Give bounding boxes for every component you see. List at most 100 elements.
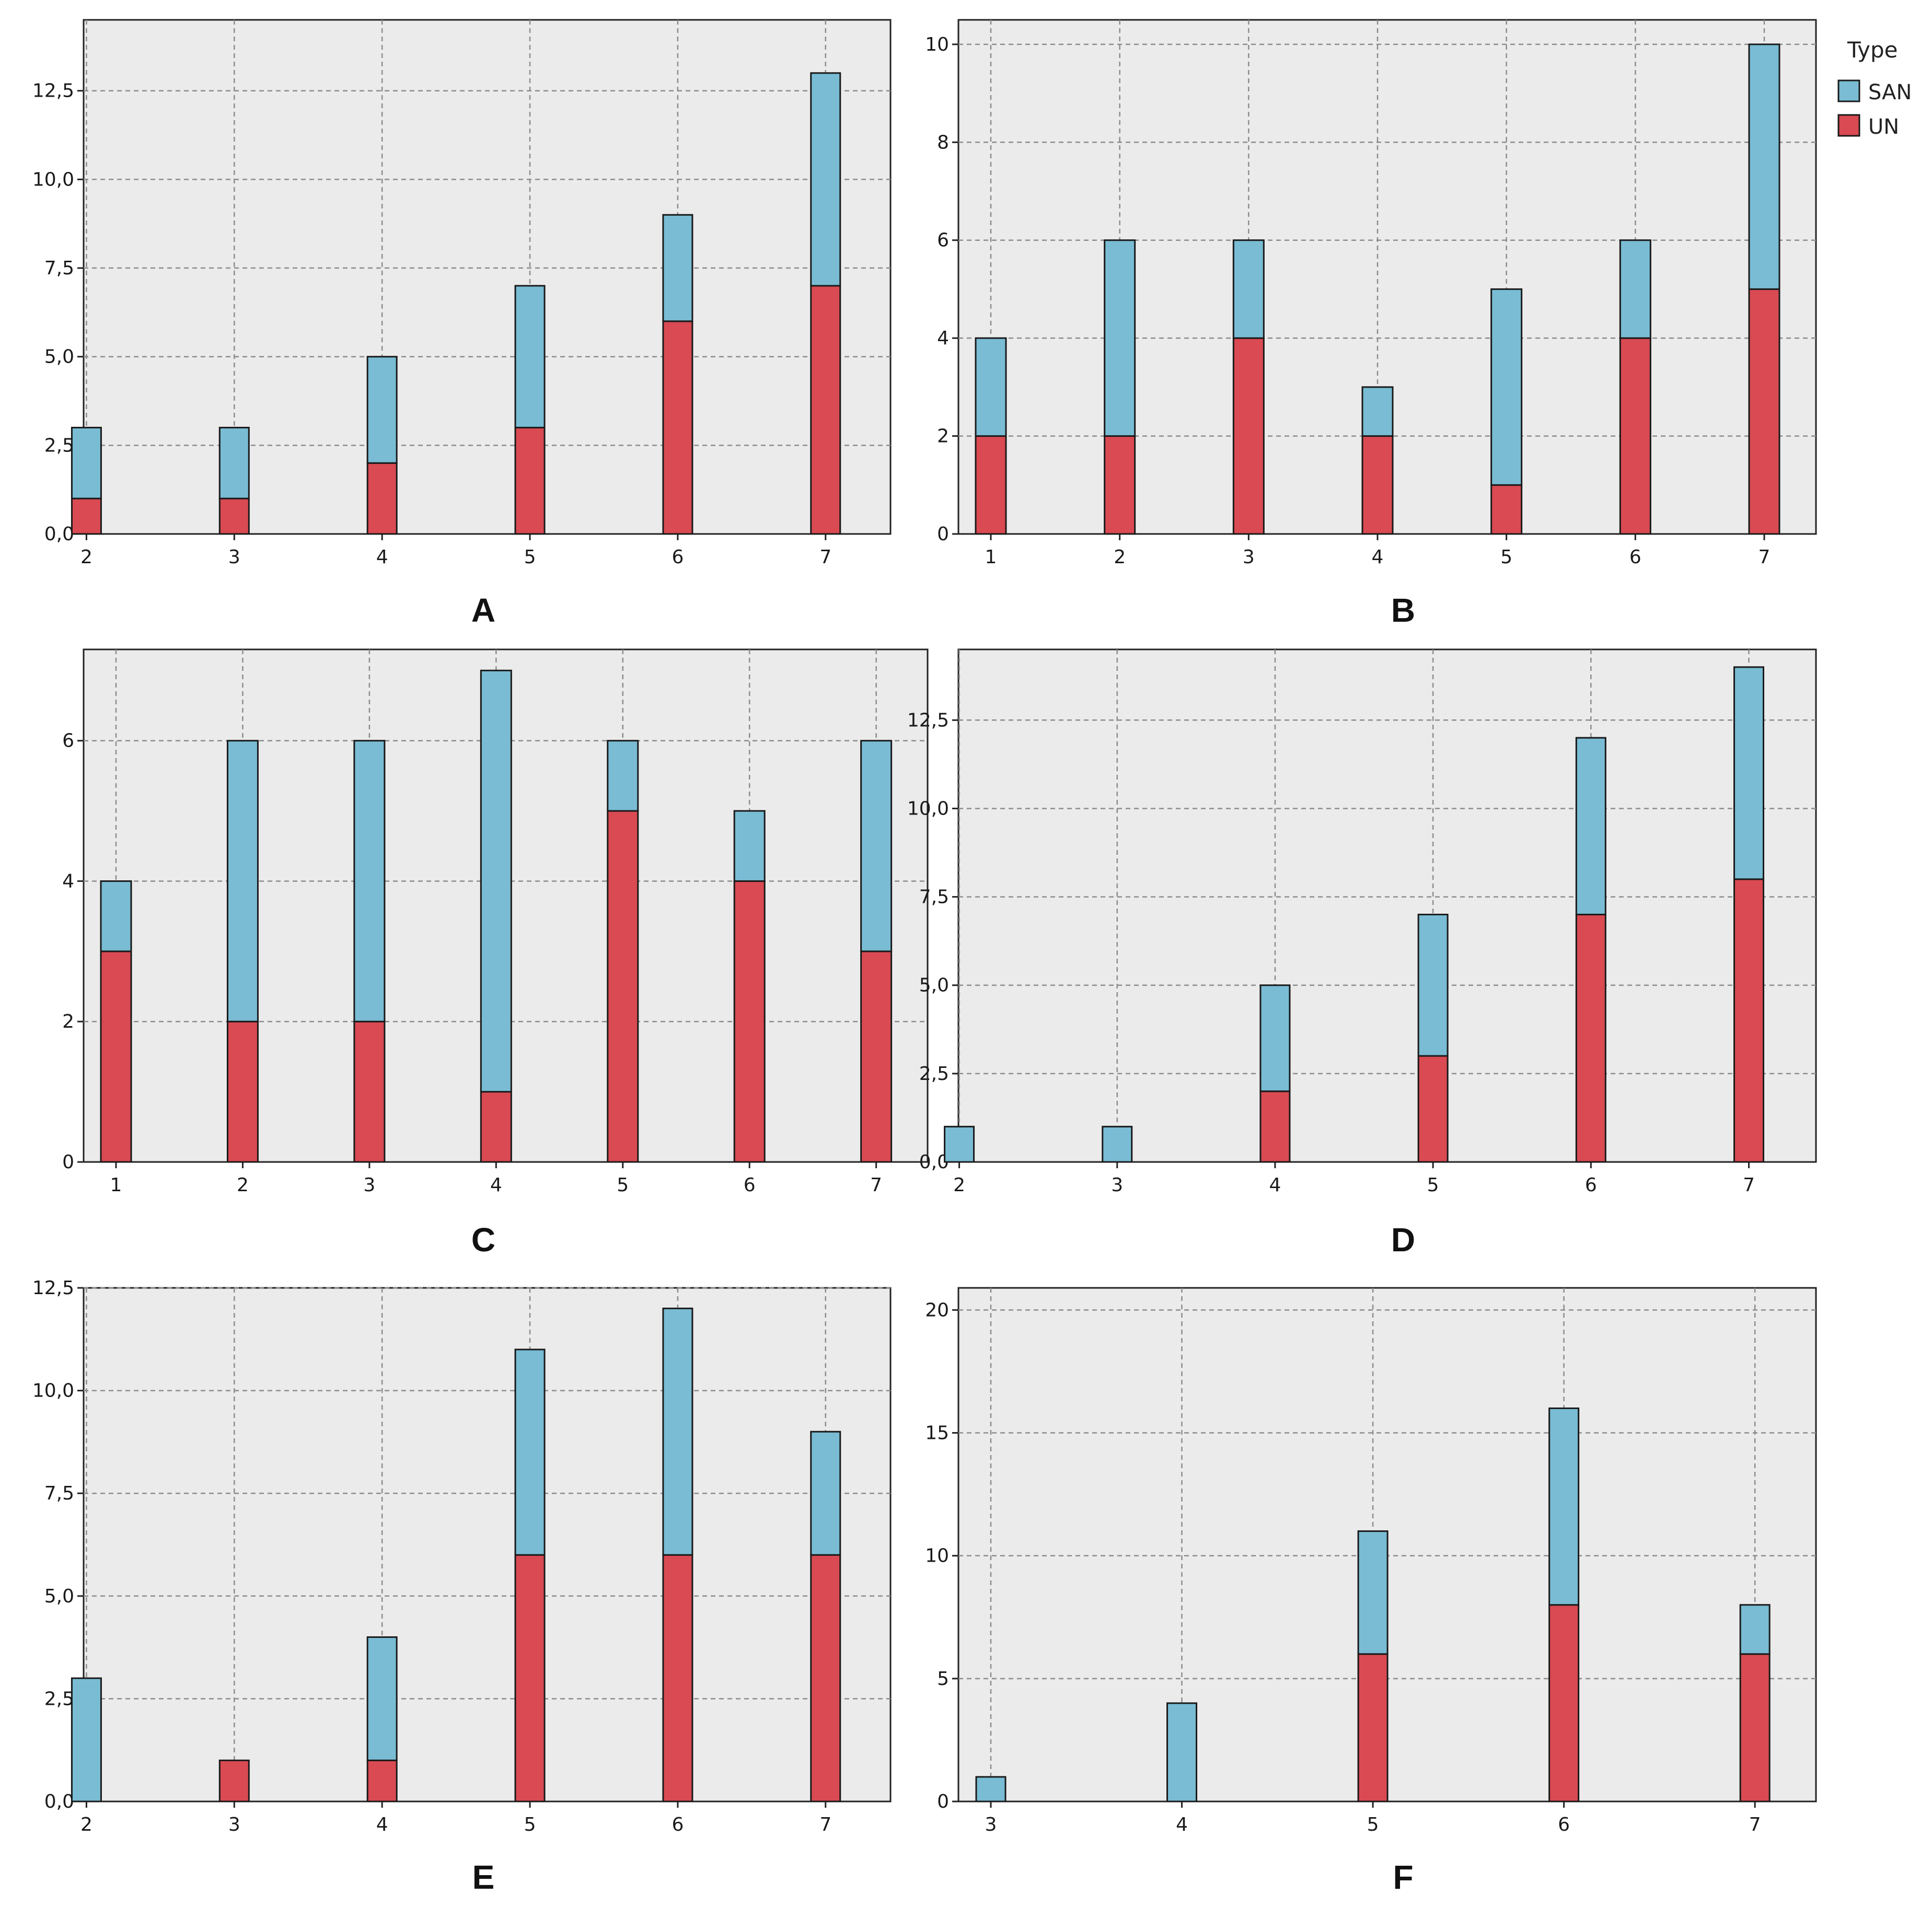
x-tick-label: 4 xyxy=(376,546,388,568)
x-tick-label: 4 xyxy=(1269,1175,1281,1196)
x-tick-label: 5 xyxy=(617,1175,629,1196)
bar-un-6 xyxy=(662,1554,693,1803)
panel-label: E xyxy=(472,1858,495,1896)
bar-un-6 xyxy=(1619,337,1651,535)
x-tick-label: 4 xyxy=(1176,1814,1188,1835)
y-tick-label: 0 xyxy=(937,1791,949,1812)
bar-san-7 xyxy=(1733,666,1765,880)
x-tick-label: 7 xyxy=(1749,1814,1761,1835)
x-tick-label: 6 xyxy=(1558,1814,1570,1835)
bar-un-7 xyxy=(810,285,841,535)
x-tick-label: 3 xyxy=(985,1814,997,1835)
panel-label: C xyxy=(471,1221,495,1259)
y-tick-label: 10 xyxy=(925,1545,949,1567)
x-tick-label: 6 xyxy=(1585,1175,1597,1196)
bar-un-4 xyxy=(366,462,398,535)
bar-un-7 xyxy=(810,1554,841,1803)
x-tick-label: 5 xyxy=(1427,1175,1439,1196)
y-tick-label: 10 xyxy=(925,34,949,55)
bar-un-5 xyxy=(514,426,546,535)
x-tick-label: 7 xyxy=(1759,546,1771,568)
x-tick-label: 2 xyxy=(953,1175,965,1196)
x-tick-label: 6 xyxy=(672,546,684,568)
bar-san-2 xyxy=(944,1125,975,1163)
bar-san-5 xyxy=(607,740,639,812)
legend-label-san: SAN xyxy=(1868,80,1912,104)
legend-swatch-un xyxy=(1837,114,1860,137)
bar-san-5 xyxy=(1357,1530,1389,1655)
y-tick-label: 0 xyxy=(62,1152,74,1173)
bar-un-3 xyxy=(1232,337,1265,535)
bar-san-5 xyxy=(514,285,546,428)
bar-san-3 xyxy=(218,426,250,499)
bar-un-2 xyxy=(71,497,102,535)
y-tick-label: 2,5 xyxy=(44,1688,74,1710)
bar-un-1 xyxy=(975,435,1007,535)
y-tick-label: 0,0 xyxy=(44,524,74,545)
y-tick-label: 10,0 xyxy=(32,1380,74,1402)
bar-san-7 xyxy=(1748,43,1780,290)
bar-un-5 xyxy=(607,810,639,1163)
bar-un-5 xyxy=(1417,1055,1449,1163)
bar-un-3 xyxy=(218,497,250,535)
bar-un-6 xyxy=(662,320,693,535)
y-tick-label: 2,5 xyxy=(44,435,74,456)
x-tick-label: 3 xyxy=(228,546,240,568)
y-tick-label: 12,5 xyxy=(32,80,74,102)
x-tick-label: 1 xyxy=(985,546,997,568)
bar-san-2 xyxy=(1104,239,1136,437)
plot-area xyxy=(83,1287,892,1803)
x-tick-label: 7 xyxy=(819,546,831,568)
bar-san-3 xyxy=(353,740,386,1022)
y-tick-label: 0 xyxy=(937,524,949,545)
bar-un-4 xyxy=(366,1759,398,1803)
y-tick-label: 6 xyxy=(62,730,74,752)
y-tick-label: 5 xyxy=(937,1668,949,1690)
x-tick-label: 1 xyxy=(110,1175,122,1196)
y-tick-label: 0,0 xyxy=(44,1791,74,1812)
bar-un-4 xyxy=(1361,435,1394,535)
x-tick-label: 4 xyxy=(1372,546,1384,568)
y-tick-label: 4 xyxy=(937,328,949,349)
x-tick-label: 7 xyxy=(870,1175,882,1196)
x-tick-label: 2 xyxy=(237,1175,249,1196)
bar-san-5 xyxy=(514,1348,546,1556)
x-tick-label: 7 xyxy=(1743,1175,1755,1196)
bar-un-1 xyxy=(100,950,132,1163)
bar-un-5 xyxy=(1490,484,1523,535)
panel-label: D xyxy=(1391,1221,1415,1259)
bar-san-4 xyxy=(1166,1702,1198,1803)
plot-area xyxy=(957,648,1817,1163)
y-tick-label: 2 xyxy=(62,1011,74,1032)
bar-un-4 xyxy=(1259,1090,1291,1163)
y-tick-label: 20 xyxy=(925,1299,949,1321)
x-tick-label: 2 xyxy=(80,1814,92,1835)
bar-un-3 xyxy=(353,1020,386,1163)
x-tick-label: 6 xyxy=(744,1175,756,1196)
panel-label: F xyxy=(1393,1858,1413,1896)
bar-san-2 xyxy=(226,740,259,1022)
chart-panel-d: 0,02,55,07,510,012,52 3 4 5 6 7D xyxy=(907,648,1817,1259)
bar-un-3 xyxy=(218,1759,250,1803)
y-tick-label: 5,0 xyxy=(919,975,949,996)
bar-un-5 xyxy=(1357,1653,1389,1803)
chart-panel-f: 0 5 10 15 20 3 4 5 6 7 F xyxy=(925,1287,1817,1896)
legend: Type SAN UN xyxy=(1837,37,1912,139)
bar-san-3 xyxy=(1232,239,1265,339)
bar-san-4 xyxy=(1361,386,1394,437)
chart-panel-e: 0,0 2,5 5,0 7,5 10,0 12,5 2 3 4 5 6 7 E xyxy=(32,1277,892,1896)
x-tick-label: 7 xyxy=(819,1814,831,1835)
y-tick-label: 7,5 xyxy=(919,887,949,908)
bar-un-5 xyxy=(514,1554,546,1803)
x-tick-label: 3 xyxy=(228,1814,240,1835)
bar-san-4 xyxy=(366,1636,398,1761)
bar-san-7 xyxy=(860,740,893,952)
chart-panel-a: 0,0 2,5 5,0 7,5 10,0 12,5 2 3 4 5 6 7 A xyxy=(32,19,892,629)
x-tick-label: 2 xyxy=(1114,546,1126,568)
bar-un-7 xyxy=(1748,288,1780,535)
bar-un-6 xyxy=(733,880,766,1163)
bar-san-6 xyxy=(1619,239,1651,339)
y-tick-label: 12,5 xyxy=(32,1277,74,1299)
bar-san-4 xyxy=(1259,984,1291,1092)
